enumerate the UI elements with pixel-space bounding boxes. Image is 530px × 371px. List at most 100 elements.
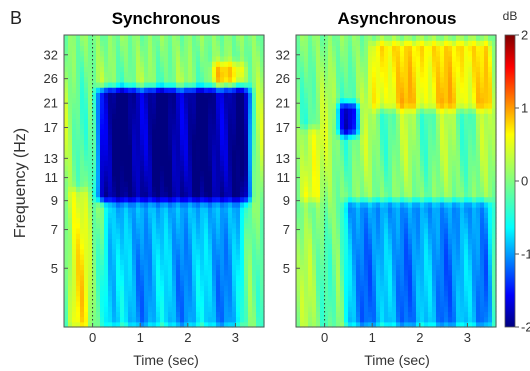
heatmap-cell: [332, 191, 337, 198]
heatmap-cell: [192, 170, 197, 177]
heatmap-cell: [168, 76, 173, 83]
heatmap-cell: [180, 290, 185, 297]
heatmap-cell: [372, 316, 377, 323]
heatmap-cell: [212, 295, 217, 302]
heatmap-cell: [80, 212, 85, 219]
heatmap-cell: [76, 295, 81, 302]
heatmap-cell: [444, 61, 449, 67]
heatmap-cell: [408, 123, 413, 130]
heatmap-cell: [348, 306, 353, 312]
heatmap-cell: [68, 227, 73, 234]
heatmap-cell: [204, 76, 209, 83]
heatmap-cell: [192, 243, 197, 250]
heatmap-cell: [392, 139, 397, 146]
heatmap-cell: [188, 175, 193, 182]
heatmap-cell: [136, 134, 141, 140]
heatmap-cell: [236, 207, 241, 213]
heatmap-cell: [204, 113, 209, 120]
heatmap-cell: [156, 321, 161, 328]
heatmap-cell: [384, 81, 389, 88]
heatmap-cell: [224, 321, 229, 328]
heatmap-cell: [168, 45, 173, 52]
heatmap-cell: [224, 316, 229, 323]
heatmap-cell: [408, 316, 413, 323]
heatmap-cell: [300, 149, 305, 156]
heatmap-cell: [232, 201, 237, 208]
heatmap-cell: [212, 300, 217, 307]
heatmap-cell: [224, 196, 229, 203]
heatmap-cell: [216, 97, 221, 104]
heatmap-cell: [240, 113, 245, 120]
heatmap-cell: [112, 300, 117, 307]
heatmap-cell: [112, 290, 117, 297]
heatmap-cell: [156, 97, 161, 104]
heatmap-cell: [116, 280, 121, 286]
heatmap-cell: [100, 264, 105, 271]
heatmap-cell: [404, 233, 409, 239]
heatmap-cell: [96, 269, 101, 276]
heatmap-cell: [356, 40, 361, 47]
heatmap-cell: [408, 321, 413, 328]
heatmap-cell: [392, 50, 397, 57]
heatmap-cell: [232, 280, 237, 286]
heatmap-cell: [312, 113, 317, 120]
heatmap-cell: [316, 144, 321, 151]
heatmap-cell: [212, 128, 217, 135]
heatmap-cell: [328, 92, 333, 99]
heatmap-cell: [228, 102, 233, 109]
heatmap-cell: [344, 165, 349, 172]
heatmap-cell: [172, 113, 177, 120]
heatmap-cell: [240, 92, 245, 99]
heatmap-cell: [168, 269, 173, 276]
heatmap-cell: [336, 118, 341, 125]
heatmap-cell: [184, 165, 189, 172]
heatmap-cell: [260, 165, 265, 172]
heatmap-cell: [248, 217, 253, 224]
heatmap-cell: [160, 71, 165, 78]
heatmap-cell: [340, 160, 345, 166]
heatmap-cell: [176, 40, 181, 47]
heatmap-cell: [200, 61, 205, 67]
heatmap-cell: [68, 191, 73, 198]
heatmap-cell: [392, 233, 397, 239]
heatmap-cell: [300, 40, 305, 47]
heatmap-cell: [372, 248, 377, 255]
heatmap-cell: [64, 212, 69, 219]
heatmap-cell: [96, 290, 101, 297]
heatmap-cell: [392, 300, 397, 307]
heatmap-cell: [356, 243, 361, 250]
heatmap-cell: [304, 222, 309, 229]
heatmap-cell: [332, 92, 337, 99]
heatmap-cell: [208, 280, 213, 286]
heatmap-cell: [244, 139, 249, 146]
heatmap-cell: [348, 149, 353, 156]
heatmap-cell: [164, 160, 169, 166]
heatmap-cell: [364, 66, 369, 73]
heatmap-cell: [332, 50, 337, 57]
heatmap-cell: [140, 280, 145, 286]
heatmap-cell: [180, 149, 185, 156]
heatmap-cell: [156, 149, 161, 156]
heatmap-cell: [420, 259, 425, 266]
heatmap-cell: [176, 128, 181, 135]
heatmap-cell: [252, 280, 257, 286]
heatmap-cell: [312, 207, 317, 213]
heatmap-cell: [360, 300, 365, 307]
heatmap-cell: [304, 108, 309, 114]
heatmap-cell: [380, 248, 385, 255]
heatmap-cell: [324, 170, 329, 177]
heatmap-cell: [356, 306, 361, 312]
heatmap-cell: [152, 160, 157, 166]
heatmap-cell: [132, 259, 137, 266]
heatmap-cell: [128, 87, 133, 93]
heatmap-cell: [96, 81, 101, 88]
heatmap-cell: [260, 233, 265, 239]
heatmap-cell: [332, 76, 337, 83]
heatmap-cell: [88, 212, 93, 219]
heatmap-cell: [180, 227, 185, 234]
heatmap-cell: [108, 175, 113, 182]
heatmap-cell: [308, 50, 313, 57]
heatmap-cell: [384, 97, 389, 104]
heatmap-cell: [368, 227, 373, 234]
heatmap-cell: [404, 113, 409, 120]
